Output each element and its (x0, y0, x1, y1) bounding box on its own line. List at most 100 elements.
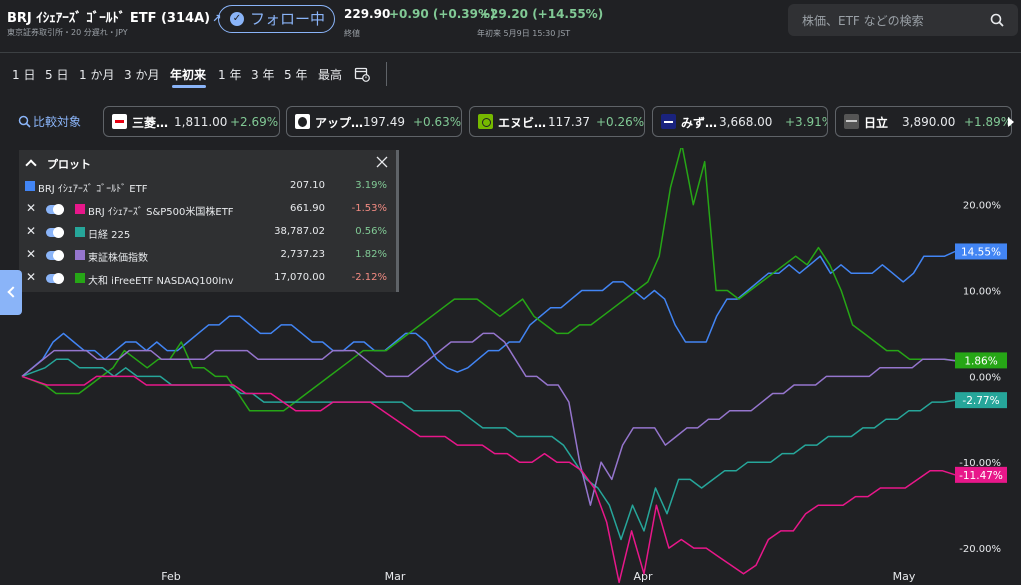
legend-row-sp500: ✕ BRJ ｲｼｪｱｰｽﾞ S&P500米国株ETF 661.90 -1.53% (19, 200, 397, 220)
range-max[interactable]: 最高 (318, 68, 343, 82)
compare-chip-apple[interactable]: アップ… 197.49 +0.63% (286, 106, 462, 137)
external-link-icon[interactable]: ↗ (212, 12, 222, 25)
ytd-change: +29.20 (+14.55%) (480, 7, 604, 21)
ytd-label: 年初来 5月9日 15:30 JST (477, 29, 571, 38)
end-value-tag-bg (955, 466, 1007, 483)
chip-name: みず… (681, 116, 718, 130)
series-swatch (75, 273, 85, 283)
compare-bar: 比較対象 三菱… 1,811.00 +2.69% アップ… 197.49 +0.… (0, 103, 1021, 141)
compare-chip-mizuho[interactable]: みず… 3,668.00 +3.91% (652, 106, 828, 137)
chip-name: 三菱… (132, 116, 169, 130)
chip-price: 1,811.00 (174, 115, 228, 129)
y-tick-label: 20.00% (963, 201, 1001, 212)
series-swatch (75, 250, 85, 260)
ticker-title: BRJ ｲｼｪｱｰｽﾞ ｺﾞｰﾙﾄﾞ ETF (314A) (7, 11, 211, 26)
range-1y[interactable]: 1 年 (218, 68, 242, 82)
series-line-3 (21, 332, 956, 506)
series-swatch (75, 204, 85, 214)
y-tick-label: -10.00% (959, 458, 1001, 469)
search-input[interactable] (800, 10, 984, 32)
active-range-indicator (172, 85, 206, 88)
range-3y[interactable]: 3 年 (251, 68, 275, 82)
page-title: BRJ ｲｼｪｱｰｽﾞ ｺﾞｰﾙﾄﾞ ETF (314A) ↗ (7, 7, 221, 26)
series-value: 17,070.00 (274, 272, 325, 283)
y-tick-label: -20.00% (959, 544, 1001, 555)
mufg-logo-icon (112, 114, 127, 129)
legend-row-main: BRJ ｲｼｪｱｰｽﾞ ｺﾞｰﾙﾄﾞ ETF 207.10 3.19% (19, 177, 397, 197)
chip-change: +2.69% (230, 115, 279, 129)
chip-change: +0.26% (596, 115, 645, 129)
remove-series-icon[interactable]: ✕ (26, 201, 37, 215)
compare-label: 比較対象 (33, 115, 82, 129)
search-icon[interactable] (990, 13, 1004, 27)
legend-scrollbar[interactable] (396, 150, 399, 292)
remove-series-icon[interactable]: ✕ (26, 270, 37, 284)
chevron-right-icon[interactable] (1008, 117, 1014, 127)
end-value-tag-bg (955, 243, 1007, 260)
legend-header[interactable]: プロット (25, 156, 91, 172)
side-panel-toggle[interactable] (0, 270, 22, 315)
range-3m[interactable]: 3 か月 (124, 68, 160, 82)
hitachi-logo-icon (844, 114, 859, 129)
end-value-label: 1.86% (964, 355, 997, 367)
check-icon: ✓ (230, 12, 244, 26)
chip-price: 3,890.00 (902, 115, 956, 129)
series-value: 38,787.02 (274, 226, 325, 237)
x-tick-label: Apr (633, 570, 653, 583)
end-value-label: -2.77% (962, 395, 999, 407)
search-box (788, 4, 1018, 36)
series-change: -2.12% (351, 272, 387, 283)
remove-series-icon[interactable]: ✕ (26, 224, 37, 238)
chip-price: 3,668.00 (719, 115, 773, 129)
calendar-icon[interactable] (354, 66, 370, 82)
series-toggle[interactable] (46, 227, 64, 238)
compare-chip-hitachi[interactable]: 日立 3,890.00 +1.89% (835, 106, 1012, 137)
exchange-info: 東京証券取引所・20 分遅れ・JPY (7, 28, 128, 37)
chip-change: +1.89% (964, 115, 1012, 129)
range-1m[interactable]: 1 か月 (79, 68, 115, 82)
series-toggle[interactable] (46, 250, 64, 261)
close-label: 終値 (344, 29, 360, 38)
end-value-tag: 1.86% (955, 352, 1007, 369)
plot-legend: プロット BRJ ｲｼｪｱｰｽﾞ ｺﾞｰﾙﾄﾞ ETF 207.10 3.19%… (19, 150, 399, 292)
y-tick-label: 0.00% (969, 372, 1001, 383)
chevron-up-icon (25, 159, 37, 171)
follow-button[interactable]: ✓ フォロー中 (218, 5, 335, 33)
series-change: -1.53% (351, 203, 387, 214)
end-value-label: -11.47% (959, 470, 1003, 482)
chip-change: +0.63% (413, 115, 462, 129)
series-name: 大和 iFreeETF NASDAQ100Inv (88, 276, 234, 287)
series-toggle[interactable] (46, 204, 64, 215)
series-line-4 (21, 375, 956, 584)
end-value-tag: -2.77% (955, 392, 1007, 409)
comparison-chart[interactable]: Feb Mar Apr May 20.00% 10.00% 0.00% -10.00% -20.… (0, 148, 1021, 585)
x-tick-label: Feb (161, 570, 180, 583)
series-value: 661.90 (290, 203, 325, 214)
range-ytd[interactable]: 年初来 (170, 68, 207, 82)
follow-label: フォロー中 (250, 10, 326, 28)
series-line-1 (21, 148, 956, 412)
series-toggle[interactable] (46, 273, 64, 284)
compare-button[interactable]: 比較対象 (18, 113, 81, 130)
legend-row-topix: ✕ 東証株価指数 2,737.23 1.82% (19, 246, 397, 266)
time-range-bar: 1 日 5 日 1 か月 3 か月 年初来 1 年 3 年 5 年 最高 (0, 56, 400, 90)
range-5d[interactable]: 5 日 (45, 68, 69, 82)
remove-series-icon[interactable]: ✕ (26, 247, 37, 261)
chip-name: アップ… (315, 116, 364, 130)
close-icon[interactable] (376, 156, 388, 168)
y-tick-label: 10.00% (963, 287, 1001, 298)
range-5y[interactable]: 5 年 (284, 68, 308, 82)
series-change: 1.82% (355, 249, 387, 260)
series-name: 日経 225 (88, 230, 131, 241)
x-tick-label: May (893, 570, 916, 583)
header: BRJ ｲｼｪｱｰｽﾞ ｺﾞｰﾙﾄﾞ ETF (314A) ↗ 東京証券取引所・2… (0, 0, 1021, 53)
compare-chip-mufg[interactable]: 三菱… 1,811.00 +2.69% (103, 106, 280, 137)
series-swatch (25, 181, 35, 191)
chip-name: 日立 (864, 116, 889, 130)
range-1d[interactable]: 1 日 (12, 68, 36, 82)
compare-chip-nvidia[interactable]: エヌビ… 117.37 +0.26% (469, 106, 645, 137)
chip-price: 117.37 (548, 115, 590, 129)
search-icon (18, 115, 31, 128)
end-value-tag: 14.55% (955, 243, 1007, 260)
nvidia-logo-icon (478, 114, 493, 129)
